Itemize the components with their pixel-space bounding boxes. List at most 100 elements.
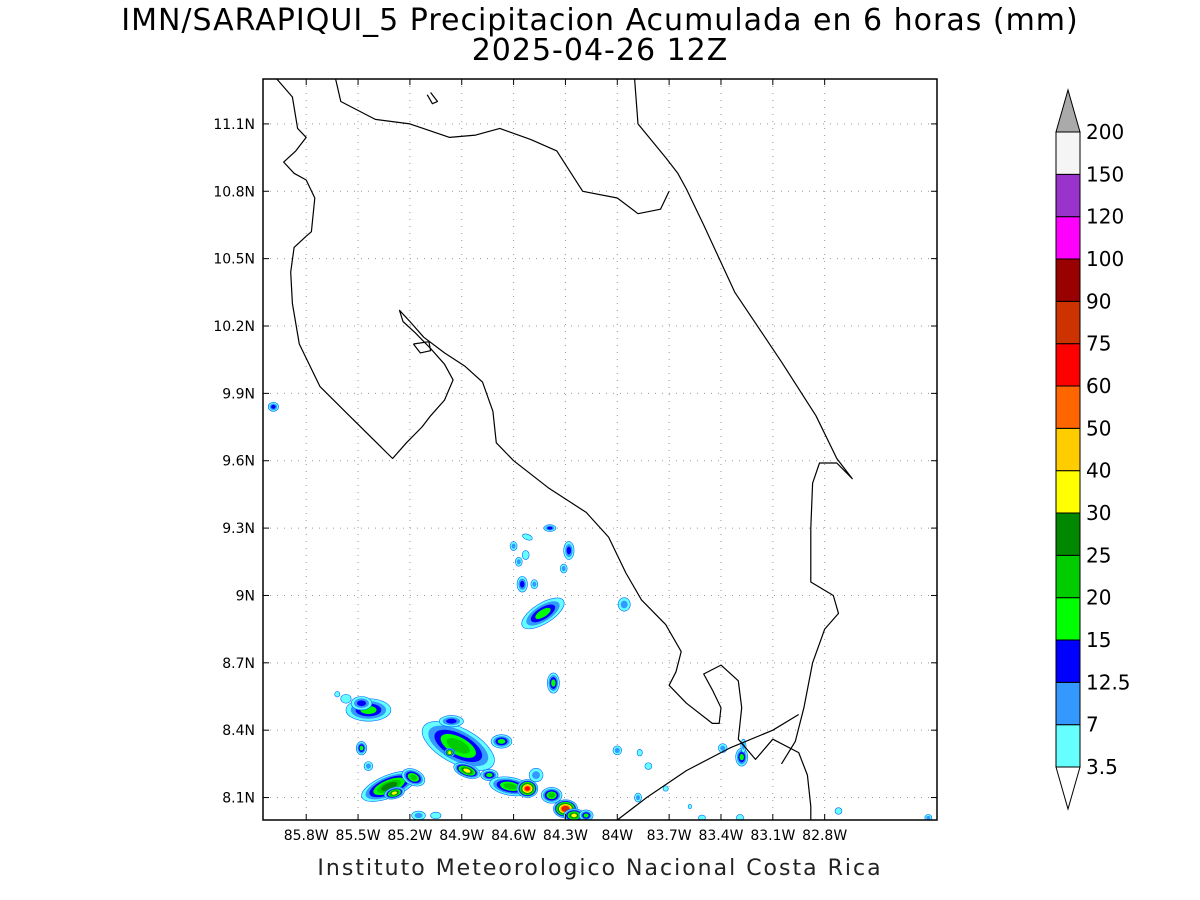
colorbar-label: 75 bbox=[1086, 332, 1111, 356]
x-tick-label: 84.6W bbox=[491, 828, 536, 844]
precip-cell bbox=[521, 550, 530, 560]
chart-title: IMN/SARAPIQUI_5 Precipitacion Acumulada … bbox=[121, 3, 1079, 38]
precip-cell bbox=[334, 691, 341, 698]
coastline bbox=[276, 79, 812, 820]
y-tick-label: 11.1N bbox=[213, 117, 255, 133]
colorbar-label: 150 bbox=[1086, 162, 1124, 186]
precip-cell bbox=[530, 579, 539, 590]
colorbar-label: 50 bbox=[1086, 416, 1111, 440]
precip-contour bbox=[926, 815, 931, 820]
precip-cell bbox=[735, 747, 749, 767]
precip-cell bbox=[453, 762, 481, 779]
colorbar-swatch bbox=[1055, 470, 1081, 514]
coastline-boundaries bbox=[276, 79, 853, 820]
precip-cell bbox=[350, 696, 373, 711]
colorbar-label: 200 bbox=[1086, 120, 1124, 144]
precip-contour bbox=[448, 751, 452, 755]
precip-contour bbox=[381, 781, 398, 791]
y-tick-label: 9.3N bbox=[222, 521, 255, 537]
colorbar-swatch bbox=[1055, 385, 1081, 429]
colorbar-swatch bbox=[1055, 427, 1081, 472]
precip-cell bbox=[516, 779, 539, 798]
precip-contour bbox=[519, 580, 525, 588]
precip-cell bbox=[521, 597, 565, 630]
precip-cell bbox=[340, 693, 352, 704]
y-tick-label: 8.1N bbox=[222, 791, 255, 807]
precip-contour bbox=[662, 785, 669, 792]
precip-contour bbox=[739, 753, 744, 761]
colorbar-above-arrow bbox=[1055, 88, 1081, 133]
precip-contour bbox=[548, 792, 555, 798]
precip-contour bbox=[522, 533, 533, 541]
precip-cell bbox=[421, 721, 495, 771]
coastline bbox=[412, 341, 432, 354]
precip-contour bbox=[736, 814, 744, 820]
colorbar-label: 7 bbox=[1086, 713, 1099, 737]
colorbar-swatch bbox=[1055, 258, 1081, 302]
precip-contour bbox=[486, 773, 493, 778]
precip-contour bbox=[521, 550, 530, 560]
precip-contour bbox=[551, 679, 556, 687]
colorbar-label: 20 bbox=[1086, 586, 1111, 610]
precip-cell bbox=[578, 809, 594, 820]
latitude-axis: 8.1N 8.4N 8.7N 9N 9.3N 9.6N 9.9N 10.2N 10.5N 10.8… bbox=[213, 117, 937, 807]
x-tick-label: 84.3W bbox=[543, 828, 588, 844]
precip-contour bbox=[532, 771, 541, 779]
precip-contour bbox=[430, 811, 442, 820]
longitude-axis: 85.8W 85.5W 85.2W 84.9W 84.6W 84.3W 84W 83.7W 83… bbox=[284, 79, 847, 844]
precip-contour bbox=[687, 803, 692, 810]
precip-cell bbox=[546, 672, 560, 694]
colorbar-label: 3.5 bbox=[1086, 755, 1118, 779]
precip-cell bbox=[924, 814, 933, 820]
precip-cell bbox=[543, 524, 557, 532]
y-tick-label: 10.8N bbox=[213, 184, 255, 200]
precip-contour bbox=[271, 404, 276, 409]
map-frame bbox=[262, 78, 938, 821]
colorbar-swatch bbox=[1055, 343, 1081, 387]
precip-cell bbox=[444, 747, 456, 758]
precip-cell bbox=[540, 787, 563, 804]
colorbar-swatch bbox=[1055, 300, 1081, 345]
precip-cell bbox=[522, 533, 533, 541]
x-tick-label: 84W bbox=[601, 828, 633, 844]
precip-cell bbox=[636, 748, 643, 757]
y-tick-label: 9.6N bbox=[222, 454, 255, 470]
x-tick-label: 85.5W bbox=[336, 828, 381, 844]
precip-contour bbox=[834, 807, 843, 815]
precip-cell bbox=[563, 541, 575, 560]
colorbar-label: 100 bbox=[1086, 247, 1124, 271]
y-tick-label: 9.9N bbox=[222, 386, 255, 402]
precip-cell bbox=[438, 715, 464, 728]
colorbar-swatch bbox=[1055, 724, 1081, 768]
precip-contour bbox=[463, 768, 471, 773]
precip-contour bbox=[503, 783, 517, 790]
precip-contour bbox=[562, 806, 569, 811]
coastline bbox=[616, 713, 800, 820]
precip-cell bbox=[559, 563, 568, 574]
y-tick-label: 8.4N bbox=[222, 723, 255, 739]
precip-cell bbox=[612, 745, 622, 756]
colorbar-swatch bbox=[1055, 597, 1081, 641]
precip-contour bbox=[620, 600, 628, 609]
precip-contour bbox=[511, 543, 516, 549]
precip-cell bbox=[736, 814, 744, 820]
colorbar-swatch bbox=[1055, 681, 1081, 726]
precip-contour bbox=[414, 812, 423, 819]
colorbar-swatch bbox=[1055, 131, 1081, 175]
precip-contour bbox=[357, 700, 367, 707]
precip-contour bbox=[365, 763, 371, 769]
precip-contour bbox=[532, 581, 537, 587]
precip-cell bbox=[509, 541, 518, 551]
precip-contour bbox=[334, 691, 341, 698]
precip-contour bbox=[636, 748, 643, 757]
precip-contour bbox=[446, 718, 457, 724]
x-tick-label: 83.1W bbox=[750, 828, 795, 844]
colorbar-label: 12.5 bbox=[1086, 670, 1131, 694]
precip-cell bbox=[430, 811, 442, 820]
coastline bbox=[426, 92, 439, 105]
colorbar-swatch bbox=[1055, 173, 1081, 218]
precip-contour bbox=[516, 559, 521, 565]
y-tick-label: 8.7N bbox=[222, 656, 255, 672]
precip-contour bbox=[497, 738, 506, 744]
